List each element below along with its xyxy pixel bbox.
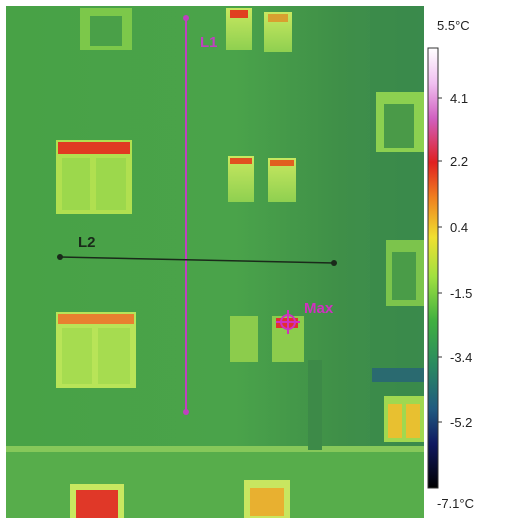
color-scale-bar bbox=[427, 47, 439, 489]
window bbox=[62, 328, 92, 384]
ground-floor bbox=[6, 452, 424, 518]
floor-ledge bbox=[6, 446, 424, 452]
measure-line-l2[interactable] bbox=[59, 256, 335, 264]
window bbox=[90, 16, 122, 46]
scale-tick-label: 0.4 bbox=[450, 220, 469, 235]
window bbox=[392, 252, 416, 300]
scale-tick-marks bbox=[438, 97, 442, 423]
max-marker[interactable] bbox=[276, 310, 300, 334]
window bbox=[230, 158, 252, 164]
scale-max-label: 5.5°C bbox=[437, 18, 470, 33]
scale-tick-label: -1.5 bbox=[450, 286, 473, 301]
line-l1-label: L1 bbox=[200, 34, 218, 51]
line-l1-start-handle[interactable] bbox=[183, 15, 189, 21]
window bbox=[230, 10, 248, 18]
scale-tick-label: 2.2 bbox=[450, 154, 469, 169]
window bbox=[270, 160, 294, 166]
line-l2-label: L2 bbox=[78, 234, 96, 251]
window bbox=[230, 316, 258, 362]
building-facade bbox=[6, 6, 424, 518]
drainpipe bbox=[308, 360, 322, 450]
scale-tick-label: -3.4 bbox=[450, 350, 473, 365]
window bbox=[384, 104, 414, 148]
line-l2-start-handle[interactable] bbox=[57, 254, 63, 260]
window bbox=[406, 404, 420, 438]
window bbox=[76, 490, 118, 518]
line-l1-end-handle[interactable] bbox=[183, 409, 189, 415]
window bbox=[58, 142, 130, 154]
window bbox=[62, 158, 90, 210]
scale-tick-label: 4.1 bbox=[450, 91, 469, 106]
window bbox=[58, 314, 134, 324]
max-label: Max bbox=[304, 300, 334, 317]
window bbox=[250, 488, 284, 516]
windows bbox=[56, 8, 424, 518]
window bbox=[372, 368, 424, 382]
scale-min-label: -7.1°C bbox=[437, 496, 474, 511]
window bbox=[388, 404, 402, 438]
line-l2-end-handle[interactable] bbox=[331, 260, 337, 266]
scale-tick-label: -5.2 bbox=[450, 415, 473, 430]
window bbox=[96, 158, 126, 210]
window bbox=[268, 14, 288, 22]
window bbox=[98, 328, 130, 384]
